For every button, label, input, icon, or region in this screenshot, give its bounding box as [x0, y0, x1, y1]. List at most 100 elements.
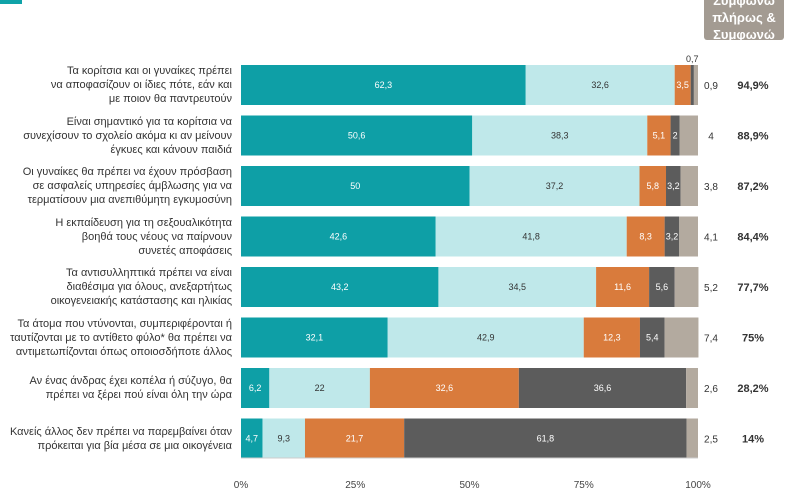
question-label-line: Οι γυναίκες θα πρέπει να έχουν πρόσβαση — [22, 166, 232, 178]
question-label-line: Τα κορίτσια και οι γυναίκες πρέπει — [66, 65, 232, 77]
bar-segment-strongly-disagree — [404, 418, 687, 459]
agree-total-value: 88,9% — [737, 131, 768, 143]
bar-value-label: 5,6 — [656, 282, 669, 292]
question-label-line: ταυτίζονται με το αντίθετο φύλο* θα πρέπ… — [10, 331, 232, 344]
bar-segment-agree — [472, 115, 648, 156]
x-tick-label: 0% — [234, 480, 249, 491]
bar-value-label: 50 — [350, 181, 360, 191]
no-answer-value: 5,2 — [704, 283, 718, 294]
no-answer-value: 4,1 — [704, 233, 718, 244]
accent-mark — [0, 0, 22, 4]
question-label-line: Τα άτομα που ντύνονται, συμπεριφέρονται … — [17, 317, 232, 330]
x-tick-label: 50% — [459, 480, 479, 491]
question-label: Τα κορίτσια και οι γυναίκες πρέπει να απο… — [0, 64, 232, 106]
bar-segment-strongly-disagree — [518, 368, 687, 408]
question-label-line: διαθέσιμα για όλους, ανεξαρτήτως — [66, 281, 232, 293]
bar-value-label: 2 — [673, 131, 678, 141]
bar-value-label: 6,2 — [249, 383, 262, 393]
bar-value-label: 3,2 — [667, 181, 680, 191]
column-header-badge: Συμφωνώ πλήρως & Συμφωνώ — [704, 0, 784, 40]
bar-value-label: 42,6 — [330, 232, 348, 242]
bar-segment-no-answer — [686, 418, 698, 459]
bar-segment-agree — [469, 166, 640, 206]
bar-segment-strongly-agree — [241, 65, 526, 105]
bar-segment-agree — [525, 65, 675, 105]
no-answer-value: 7,4 — [704, 334, 718, 345]
question-label-line: οικογενειακής κατάστασης και ηλικίας — [50, 295, 232, 307]
bar-value-label: 8,3 — [639, 232, 652, 242]
question-label-line: συνεχίσουν το σχολείο ακόμα κι αν μείνου… — [23, 129, 232, 142]
bar-segment-disagree — [639, 166, 667, 206]
question-label-line: πρόκειται για βία μέσα σε μια οικογένεια — [37, 439, 232, 452]
no-answer-value: 4 — [708, 132, 714, 143]
bar-value-label: 21,7 — [346, 434, 364, 444]
bar-value-label: 3,2 — [666, 232, 679, 242]
bar-segment-no-answer — [674, 267, 699, 307]
bar-segment-agree — [438, 267, 597, 307]
bar-value-label: 32,6 — [591, 80, 609, 90]
question-label-line: Είναι σημαντικό για τα κορίτσια να — [66, 115, 232, 128]
question-label: Τα άτομα που ντύνονται, συμπεριφέρονται … — [0, 317, 232, 359]
bar-segment-disagree — [596, 267, 650, 307]
question-label-line: βοηθά τους νέους να παίρνουν — [81, 230, 232, 243]
bar-segment-strongly-disagree — [649, 267, 675, 307]
bar-segment-no-answer — [679, 216, 698, 257]
agree-total-value: 14% — [742, 434, 764, 446]
x-tick-label: 25% — [345, 480, 365, 491]
agree-total-value: 87,2% — [737, 181, 768, 193]
bar-value-label: 5,1 — [653, 131, 666, 141]
bar-segment-strongly-agree — [241, 216, 436, 257]
bar-segment-disagree — [626, 216, 665, 257]
question-label-line: συνετές αποφάσεις — [138, 244, 232, 257]
bar-value-label: 22 — [315, 383, 325, 393]
bar-value-label: 32,1 — [306, 333, 324, 343]
bar-value-label: 5,4 — [646, 333, 659, 343]
question-label-line: με ποιον θα παντρευτούν — [108, 93, 232, 105]
bar-value-label: 5,8 — [646, 181, 659, 191]
bar-segment-strongly-agree — [241, 115, 473, 156]
x-tick-label: 75% — [574, 480, 594, 491]
no-answer-value: 2,6 — [704, 384, 718, 395]
question-label-line: Η εκπαίδευση για τη σεξουαλικότητα — [55, 216, 232, 229]
bar-segment-strongly-agree — [241, 267, 439, 307]
bar-segment-agree — [262, 418, 305, 459]
bar-segment-no-answer — [679, 115, 698, 156]
bar-value-label: 38,3 — [551, 131, 569, 141]
bar-value-label: 36,6 — [594, 383, 612, 393]
question-label-line: Τα αντισυλληπτικά πρέπει να είναι — [66, 267, 232, 279]
bar-value-label: 4,7 — [245, 434, 258, 444]
header-line-1: Συμφωνώ — [713, 0, 775, 8]
question-label-line: πρέπει να ξέρει πού είναι όλη την ώρα — [45, 389, 232, 401]
bar-segment-strongly-disagree — [690, 65, 694, 105]
agree-total-value: 94,9% — [737, 80, 768, 92]
bar-value-label: 9,3 — [277, 434, 290, 444]
bar-value-label: 61,8 — [537, 434, 555, 444]
question-label-line: να αποφασίζουν οι ίδιες πότε, εάν και — [50, 79, 232, 91]
bar-value-label: 34,5 — [508, 282, 526, 292]
question-label-line: αντιμετωπίζονται όπως οποιοσδήποτε άλλος — [15, 345, 232, 358]
bar-segment-no-answer — [686, 368, 698, 408]
bar-value-label: 12,3 — [603, 333, 621, 343]
bar-segment-strongly-agree — [241, 418, 263, 459]
bar-segment-disagree — [674, 65, 691, 105]
bar-segment-strongly-disagree — [639, 317, 665, 358]
header-line-2: πλήρως & — [712, 10, 776, 25]
agree-total-value: 28,2% — [737, 383, 768, 395]
bar-segment-agree — [269, 368, 370, 408]
bar-segment-strongly-agree — [241, 368, 270, 408]
agree-total-value: 75% — [742, 333, 764, 345]
question-label-line: σε ασφαλείς υπηρεσίες άμβλωσης για να — [32, 180, 232, 192]
bar-value-label: 32,6 — [436, 383, 454, 393]
no-answer-value: 3,8 — [704, 182, 718, 193]
question-label: Η εκπαίδευση για τη σεξουαλικότητα βοηθά … — [0, 216, 232, 258]
agree-total-value: 84,4% — [737, 232, 768, 244]
bar-value-label: 0,7 — [686, 54, 699, 64]
bar-value-label: 50,6 — [348, 131, 366, 141]
bar-segment-disagree — [304, 418, 405, 459]
question-label: Κανείς άλλος δεν πρέπει να παρεμβαίνει ό… — [0, 425, 232, 453]
question-label-line: τερματίσουν μια ανεπιθύμητη εγκυμοσύνη — [27, 194, 232, 206]
bar-segment-strongly-disagree — [670, 115, 680, 156]
question-label: Είναι σημαντικό για τα κορίτσια να συνεχί… — [0, 115, 232, 157]
bar-segment-disagree — [583, 317, 640, 358]
bar-value-label: 41,8 — [522, 232, 540, 242]
